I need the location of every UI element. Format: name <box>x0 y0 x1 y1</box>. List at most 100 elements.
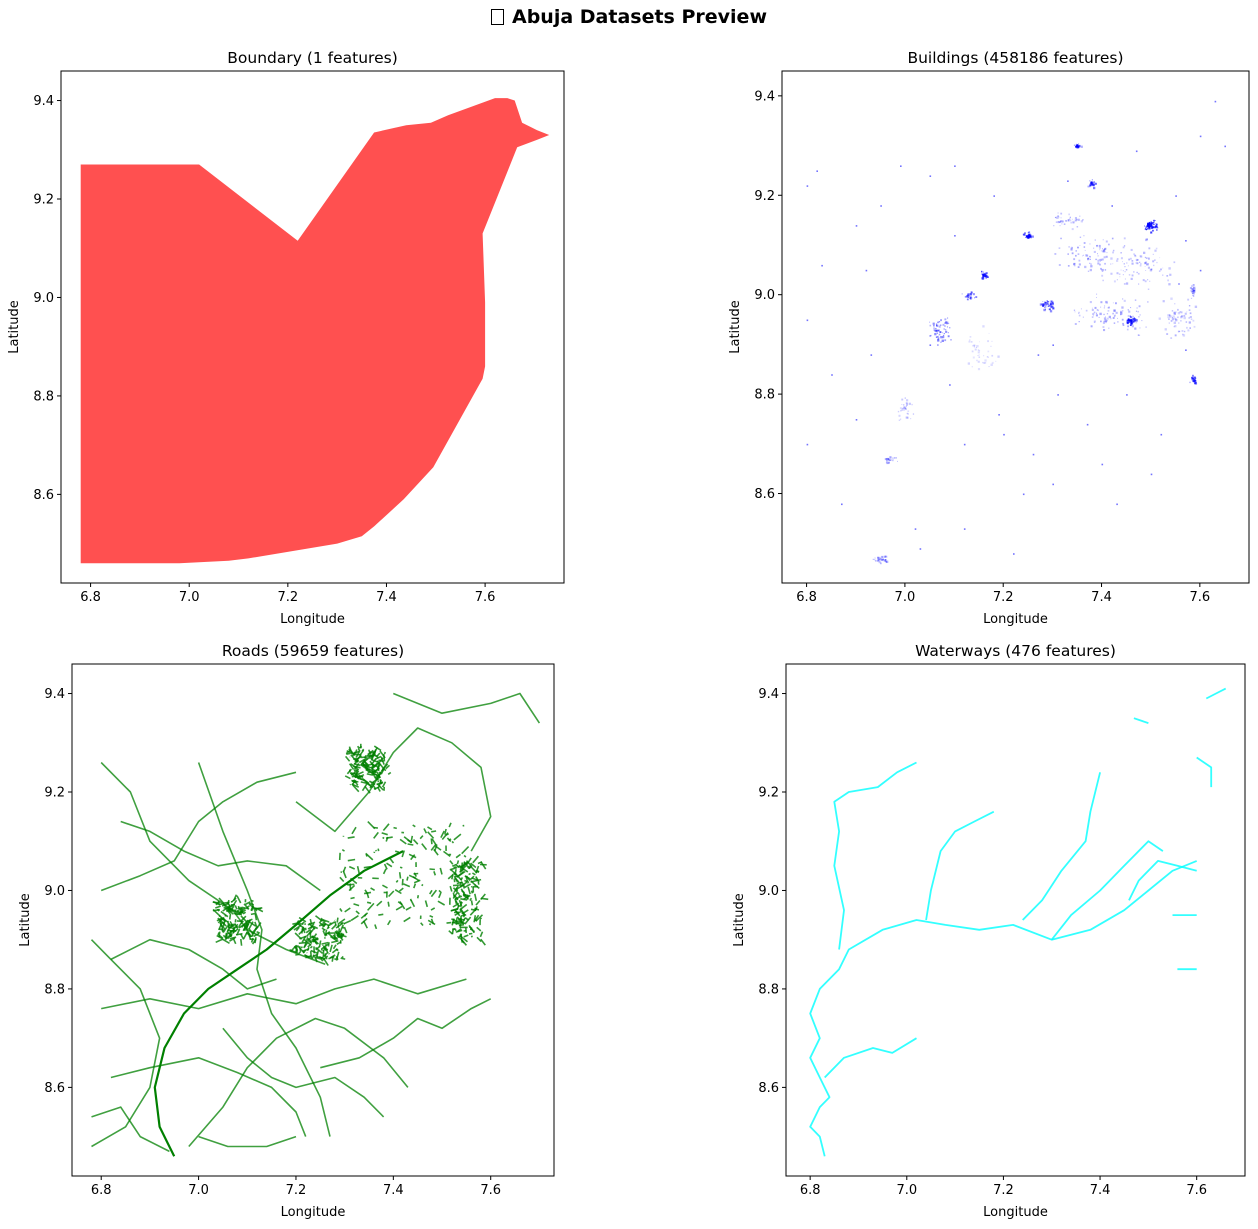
building-mark <box>970 291 973 294</box>
building-mark <box>1095 258 1097 261</box>
building-mark <box>1089 268 1092 272</box>
building-mark <box>1130 277 1133 280</box>
road-segment <box>350 769 359 776</box>
building-mark <box>968 340 971 343</box>
road-segment <box>427 826 433 831</box>
road-segment <box>382 823 390 832</box>
building-mark <box>1093 181 1095 183</box>
road-segment <box>347 836 355 839</box>
building-mark <box>1167 316 1169 319</box>
road-segment <box>376 900 383 907</box>
building-mark <box>1121 318 1124 321</box>
building-mark <box>1076 145 1079 148</box>
building-mark <box>937 337 940 339</box>
road-segment <box>431 830 437 833</box>
building-mark <box>1070 248 1073 251</box>
road-segment <box>429 868 435 871</box>
building-mark <box>981 270 983 273</box>
road-segment <box>250 937 254 943</box>
y-tick-label: 9.4 <box>44 687 65 702</box>
building-mark <box>1138 316 1140 318</box>
building-mark <box>1077 218 1080 221</box>
building-mark <box>1147 266 1150 269</box>
building-mark <box>981 277 985 280</box>
road-line <box>320 998 492 1069</box>
building-mark <box>977 349 980 351</box>
road-segment <box>222 938 230 944</box>
building-mark <box>1191 291 1193 293</box>
building-mark <box>949 384 951 386</box>
building-mark <box>887 461 890 464</box>
building-mark <box>1077 146 1080 149</box>
road-segment <box>354 749 358 754</box>
road-segment <box>459 868 465 873</box>
building-mark <box>904 407 906 410</box>
building-mark <box>993 195 995 197</box>
road-segment <box>336 941 342 945</box>
building-mark <box>981 273 983 275</box>
building-mark <box>1077 247 1079 249</box>
building-mark <box>1148 225 1151 227</box>
road-segment <box>230 897 237 903</box>
building-mark <box>1106 302 1108 304</box>
road-segment <box>329 954 336 959</box>
road-segment <box>368 749 371 753</box>
road-segment <box>236 895 242 904</box>
building-mark <box>1192 374 1194 377</box>
building-mark <box>997 355 1000 358</box>
building-mark <box>1126 394 1128 396</box>
building-mark <box>1134 318 1137 321</box>
road-segment <box>373 831 379 839</box>
building-mark <box>1130 320 1132 323</box>
road-segment <box>295 946 298 953</box>
building-mark <box>1193 290 1196 293</box>
road-segment <box>340 955 344 960</box>
building-mark <box>1170 320 1173 322</box>
y-tick-label: 9.0 <box>758 884 779 899</box>
building-mark <box>1093 247 1095 249</box>
building-mark <box>878 561 881 564</box>
building-mark <box>1104 319 1107 322</box>
building-cluster <box>1144 219 1159 234</box>
building-mark <box>1106 252 1108 254</box>
building-mark <box>944 325 946 327</box>
building-mark <box>1132 323 1134 325</box>
dense-road-cluster <box>344 743 392 794</box>
building-mark <box>1192 288 1194 290</box>
building-mark <box>1102 248 1103 250</box>
building-mark <box>906 412 908 415</box>
building-mark <box>885 555 888 558</box>
road-segment <box>448 838 452 842</box>
building-mark <box>1135 262 1137 264</box>
building-mark <box>1071 228 1074 231</box>
building-mark <box>1045 302 1048 304</box>
waterway-line <box>1128 860 1197 901</box>
building-mark <box>1132 315 1134 317</box>
building-mark <box>889 456 892 459</box>
building-mark <box>1045 302 1047 304</box>
building-mark <box>1082 255 1083 257</box>
building-mark <box>889 459 891 461</box>
road-segment <box>358 745 363 749</box>
building-mark <box>1063 223 1066 225</box>
building-mark <box>1123 237 1126 240</box>
building-mark <box>1060 220 1062 222</box>
road-segment <box>363 755 367 759</box>
building-mark <box>1122 310 1124 312</box>
building-mark <box>1146 238 1148 241</box>
road-line <box>295 727 492 852</box>
road-segment <box>366 893 370 899</box>
building-mark <box>1049 308 1051 311</box>
road-segment <box>452 887 461 896</box>
building-mark <box>888 461 890 464</box>
building-mark <box>876 559 879 562</box>
y-tick-label: 9.2 <box>758 786 779 801</box>
building-mark <box>1079 245 1081 246</box>
road-segment <box>421 883 424 887</box>
building-mark <box>1189 316 1192 319</box>
y-tick-label: 8.8 <box>754 388 775 403</box>
building-mark <box>1139 255 1142 258</box>
building-mark <box>906 399 909 402</box>
road-segment <box>394 850 400 853</box>
building-mark <box>1102 249 1105 252</box>
